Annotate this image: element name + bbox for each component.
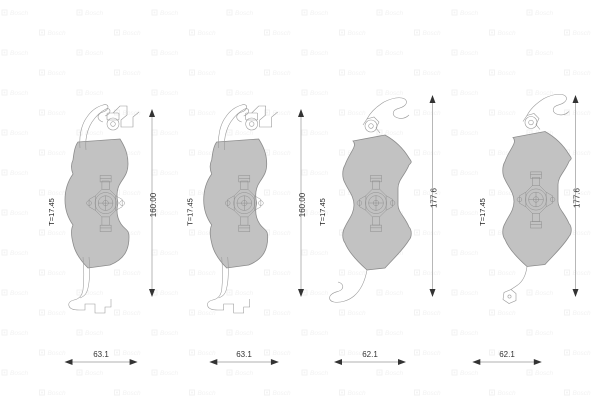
svg-text:160.00: 160.00 (149, 192, 158, 217)
svg-text:177.6: 177.6 (430, 187, 439, 208)
svg-text:62.1: 62.1 (499, 350, 515, 359)
svg-text:T=17.45: T=17.45 (47, 198, 56, 226)
svg-text:T=17.45: T=17.45 (478, 198, 487, 226)
svg-text:T=17.45: T=17.45 (186, 198, 195, 226)
svg-text:T=17.45: T=17.45 (318, 198, 327, 226)
svg-text:160.00: 160.00 (298, 192, 307, 217)
svg-text:62.1: 62.1 (362, 350, 378, 359)
svg-text:63.1: 63.1 (236, 350, 252, 359)
svg-text:63.1: 63.1 (93, 350, 109, 359)
svg-text:177.6: 177.6 (573, 187, 582, 208)
